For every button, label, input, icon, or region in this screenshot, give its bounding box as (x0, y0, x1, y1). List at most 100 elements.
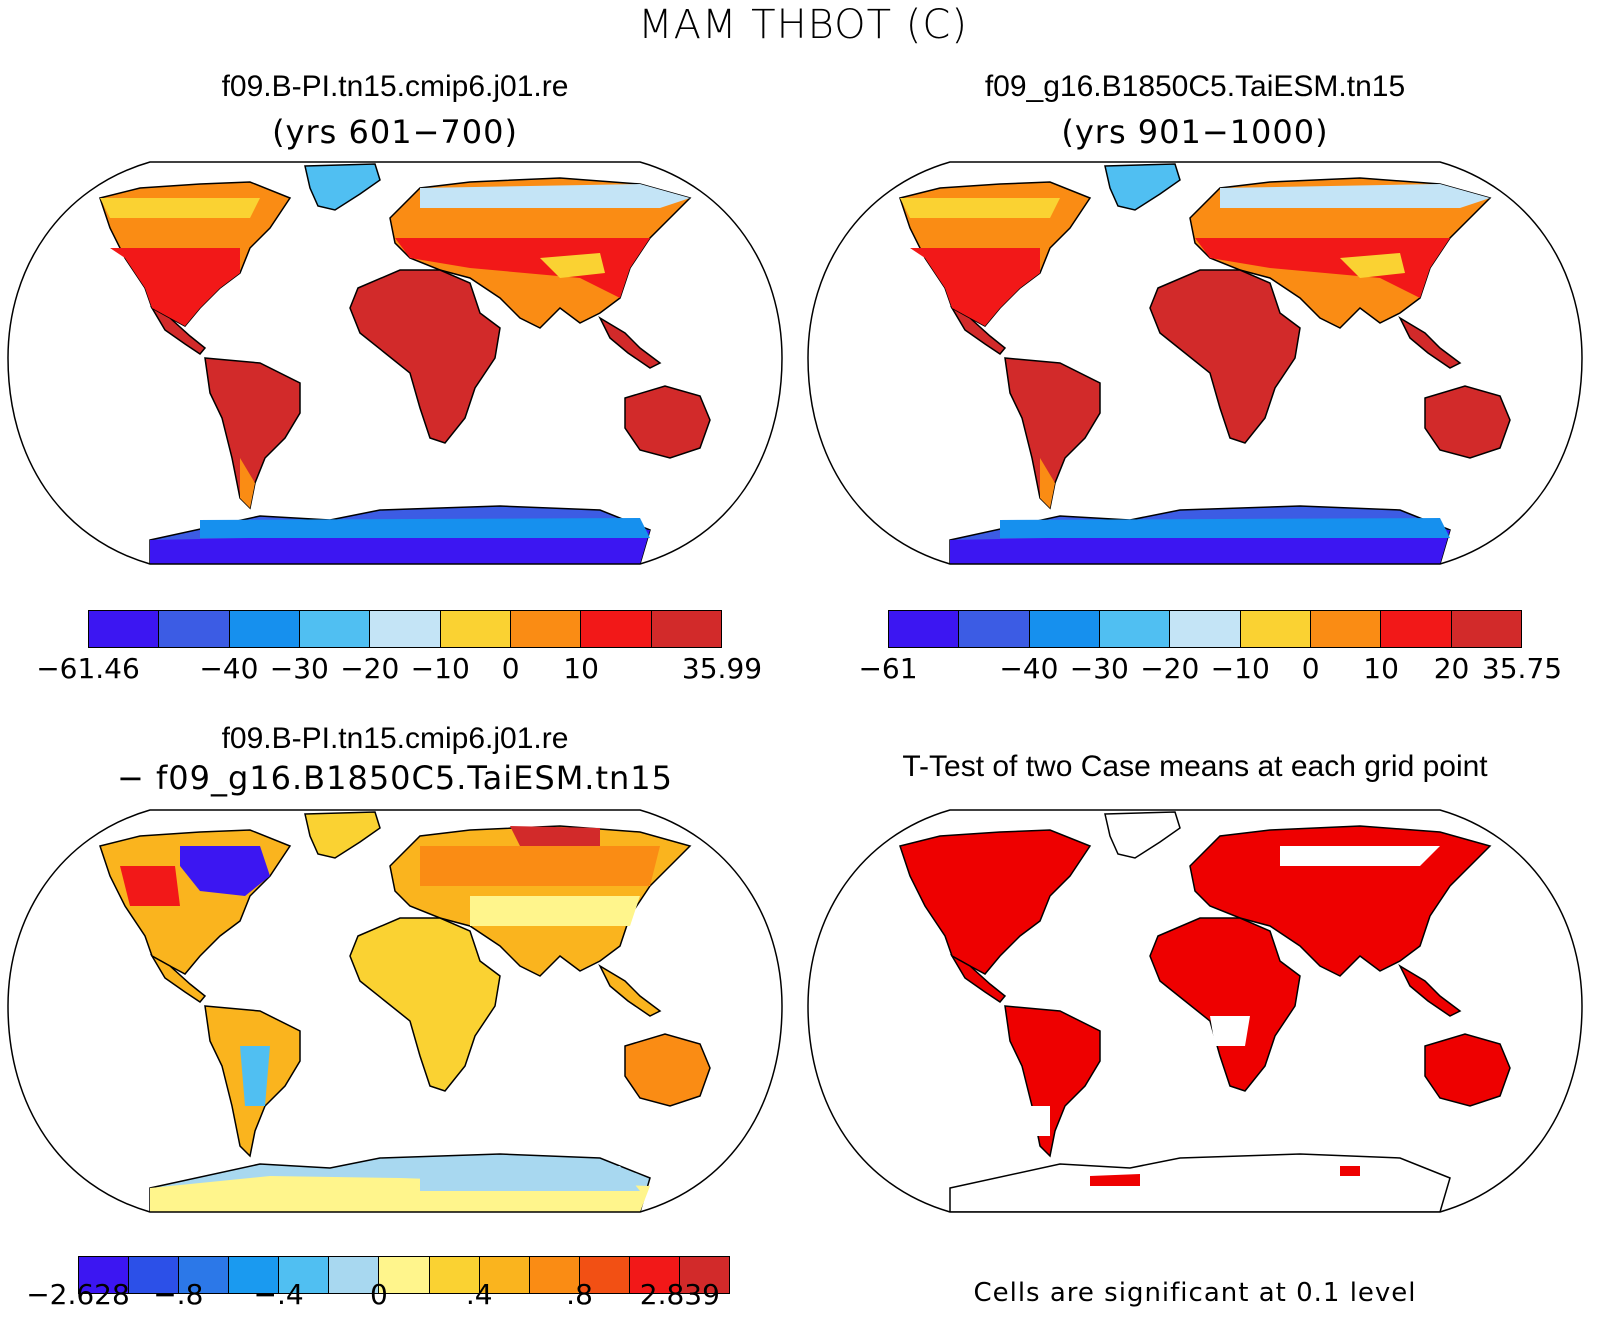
temperature-band (150, 530, 650, 564)
landmass-australia (1424, 385, 1511, 459)
colorbar-tick-label: −40 (999, 652, 1059, 685)
panel2-subtitle: (yrs 901−1000) (1061, 113, 1329, 151)
landmass-antarctica (949, 1153, 1451, 1212)
landmass-seAsia (1398, 964, 1462, 1017)
landmass-centralAmerica (149, 954, 207, 1003)
colorbar-swatch (329, 1257, 380, 1293)
colorbar-swatch (651, 611, 721, 647)
colorbar-tick-label: −20 (340, 652, 400, 685)
temperature-band (200, 518, 650, 538)
colorbar-tick-label: −30 (269, 652, 329, 685)
colorbar-swatch (89, 611, 160, 647)
temperature-band (420, 184, 690, 208)
temperature-band (1340, 1166, 1360, 1176)
map-land-layer (99, 811, 711, 1212)
colorbar-swatch (1381, 611, 1452, 647)
landmass-australia (1424, 1033, 1511, 1107)
colorbar-tick-label: −61 (858, 652, 918, 685)
panel1-colorbar-labels: −61.46 −40 −30 −20 −10 0 10 35.99 (36, 652, 762, 688)
panel3-colorbar (78, 1256, 730, 1294)
map-land-layer (99, 163, 711, 564)
panel3-map (7, 809, 783, 1213)
colorbar-swatch (581, 611, 652, 647)
colorbar-tick-label: 20 (1433, 652, 1470, 685)
map-outline (7, 809, 783, 1213)
temperature-band (420, 1166, 640, 1191)
colorbar-tick-label: −10 (1210, 652, 1270, 685)
colorbar-swatch (959, 611, 1030, 647)
colorbar-swatch (629, 1257, 680, 1293)
landmass-greenland (1104, 163, 1181, 211)
landmass-africa (1149, 269, 1301, 444)
colorbar-tick-label: −40 (199, 652, 259, 685)
colorbar-swatch (1170, 611, 1241, 647)
colorbar-tick-label: .4 (465, 1278, 493, 1311)
landmass-centralAmerica (949, 954, 1007, 1003)
colorbar-tick-label: −61.46 (36, 652, 140, 685)
colorbar-swatch (129, 1257, 180, 1293)
panel2-title: f09_g16.B1850C5.TaiESM.tn15 (984, 70, 1406, 103)
colorbar-swatch (379, 1257, 430, 1293)
colorbar-swatch (429, 1257, 480, 1293)
colorbar-swatch (579, 1257, 630, 1293)
colorbar-swatch (1099, 611, 1171, 647)
colorbar-tick-label: 0 (501, 652, 520, 685)
panel3-subtitle: − f09_g16.B1850C5.TaiESM.tn15 (116, 759, 674, 797)
panel2-map (807, 161, 1583, 565)
colorbar-swatch (889, 611, 960, 647)
panel1-colorbar (88, 610, 722, 648)
temperature-band (1340, 253, 1405, 278)
landmass-northAmerica (899, 829, 1092, 975)
colorbar-swatch (279, 1257, 330, 1293)
panel4-title: T-Test of two Case means at each grid po… (902, 750, 1488, 783)
colorbar-tick-label: −30 (1069, 652, 1129, 685)
colorbar-swatch (1240, 611, 1311, 647)
temperature-band (1090, 1174, 1140, 1186)
temperature-band (1000, 518, 1450, 538)
temperature-band (120, 866, 180, 906)
map-outline (7, 161, 783, 565)
colorbar-tick-label: 35.99 (681, 652, 763, 685)
temperature-band (420, 846, 660, 886)
temperature-band (910, 248, 1040, 326)
temperature-band (900, 198, 1060, 218)
temperature-band (1210, 1016, 1250, 1046)
temperature-band (100, 198, 260, 218)
landmass-africa (1149, 917, 1301, 1092)
colorbar-tick-label: 10 (1363, 652, 1399, 685)
colorbar-swatch (229, 611, 300, 647)
temperature-band (240, 458, 255, 508)
landmass-africa (349, 269, 501, 444)
panel3-title: f09.B-PI.tn15.cmip6.j01.re (221, 722, 569, 755)
panel2-colorbar (888, 610, 1522, 648)
colorbar-tick-label: −2.628 (26, 1278, 130, 1311)
panel1-map (7, 161, 783, 565)
colorbar-swatch (79, 1257, 130, 1293)
colorbar-tick-label: 0 (370, 1278, 388, 1311)
colorbar-swatch (479, 1257, 530, 1293)
colorbar-swatch (1029, 611, 1100, 647)
colorbar-swatch (179, 1257, 230, 1293)
landmass-australia (624, 385, 711, 459)
colorbar-tick-label: .8 (566, 1278, 593, 1311)
temperature-band (1040, 458, 1055, 508)
map-outline (807, 161, 1583, 565)
landmass-seAsia (598, 964, 662, 1017)
landmass-greenland (1104, 811, 1181, 859)
colorbar-swatch (229, 1257, 280, 1293)
temperature-band (240, 1046, 270, 1106)
landmass-seAsia (1398, 316, 1462, 369)
map-land-layer (899, 163, 1511, 564)
colorbar-swatch (299, 611, 371, 647)
colorbar-swatch (1451, 611, 1521, 647)
panel1-title: f09.B-PI.tn15.cmip6.j01.re (221, 70, 569, 103)
landmass-africa (349, 917, 501, 1092)
landmass-centralAmerica (949, 306, 1007, 355)
colorbar-tick-label: −.4 (253, 1278, 304, 1311)
landmass-southAmerica (1004, 1005, 1101, 1158)
colorbar-swatch (370, 611, 441, 647)
panel4-map (807, 809, 1583, 1213)
panel1-subtitle: (yrs 601−700) (272, 113, 518, 151)
temperature-band (180, 846, 270, 896)
panel2-colorbar-labels: −61 −40 −30 −20 −10 0 10 20 35.75 (858, 652, 1562, 688)
